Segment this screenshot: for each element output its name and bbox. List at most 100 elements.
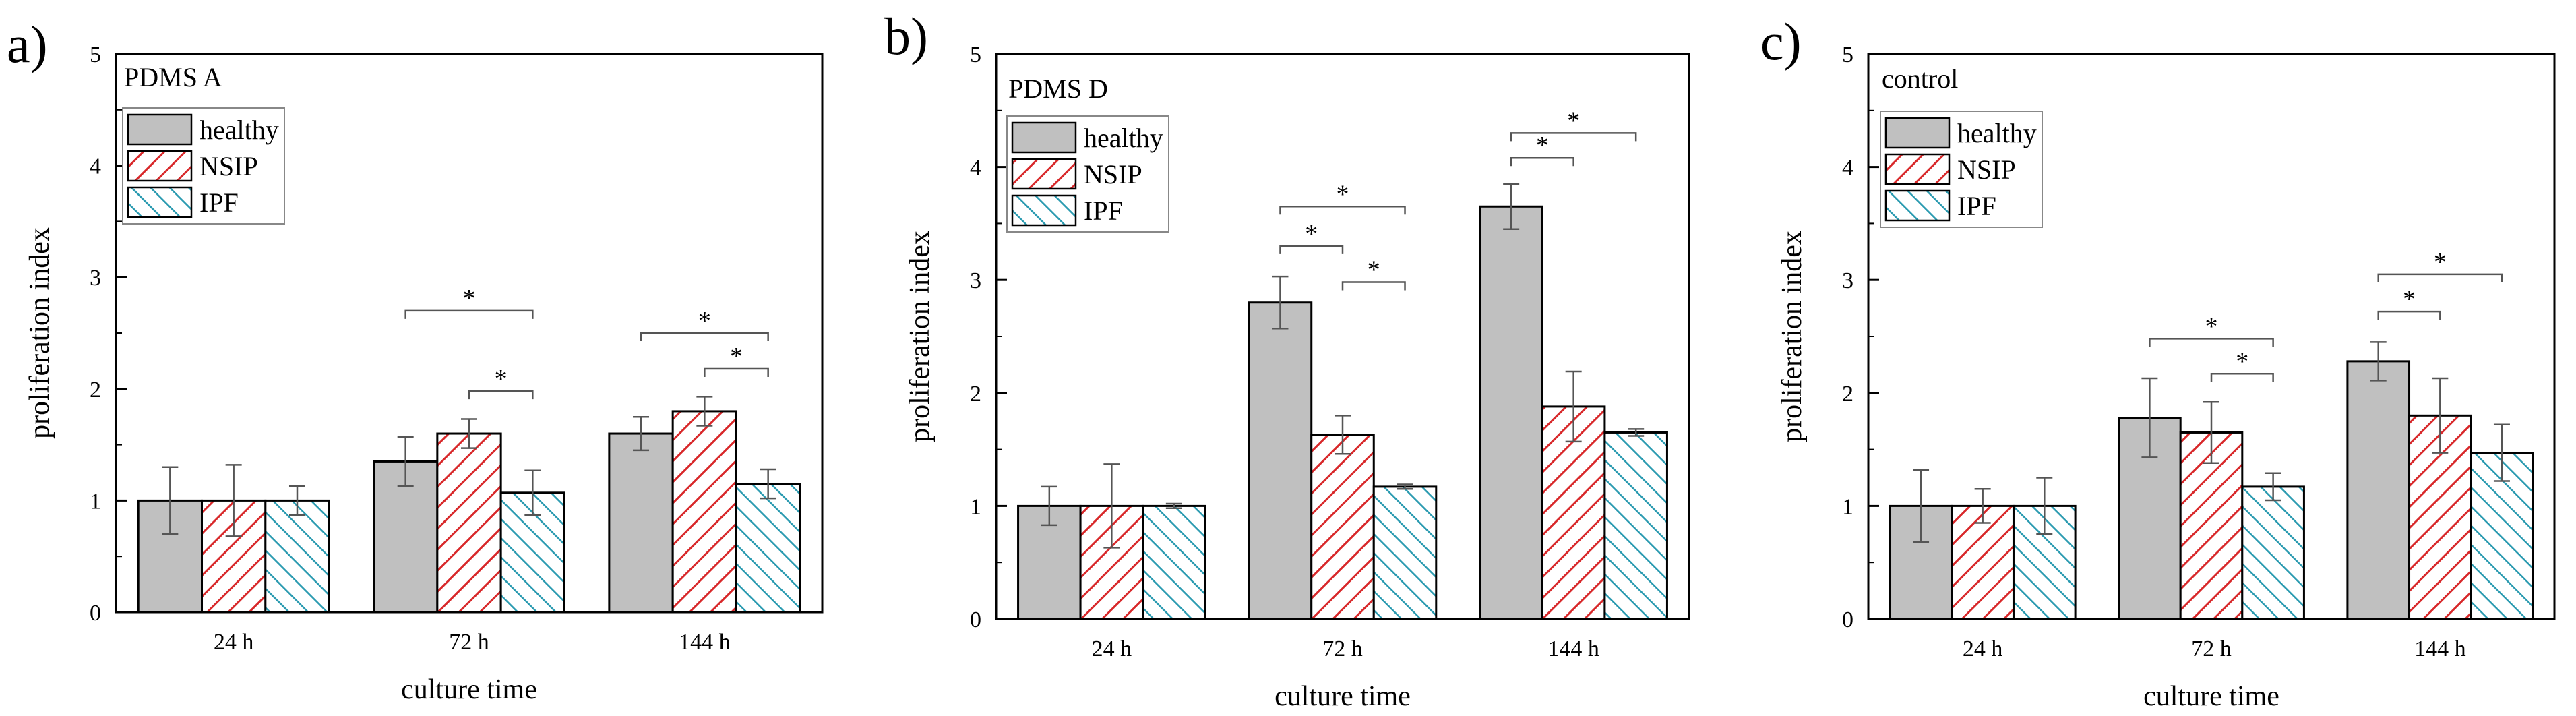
y-tick-label: 1	[1842, 494, 1853, 519]
y-tick-label: 3	[1842, 268, 1853, 293]
y-tick-label: 3	[90, 266, 101, 291]
significance-bracket: *	[404, 285, 534, 319]
y-tick-label: 2	[90, 378, 101, 402]
significance-star: *	[1567, 107, 1580, 135]
bar-ipf-72h	[2241, 485, 2305, 620]
significance-bracket: *	[1279, 220, 1344, 254]
panel-label: c)	[1760, 12, 1802, 71]
chart-panel-3: c) 0 1 2 3 4 5 proliferation index culture time 2…	[1760, 12, 2556, 712]
y-axis-label: proliferation index	[1777, 231, 1808, 442]
legend-label-nsip: NSIP	[200, 151, 258, 181]
significance-star: *	[2236, 347, 2248, 376]
y-tick-label: 4	[90, 154, 101, 179]
error-bar	[2493, 423, 2510, 482]
error-bar	[1041, 485, 1057, 527]
legend: healthy NSIP IPF	[1006, 115, 1169, 233]
x-axis-label: culture time	[401, 674, 537, 705]
significance-bracket: *	[2210, 347, 2274, 382]
significance-bracket: *	[704, 342, 769, 377]
legend-swatch-ipf	[127, 186, 193, 218]
y-tick-label: 0	[90, 601, 101, 626]
error-bar	[1628, 428, 1645, 437]
x-axis-label: culture time	[1275, 681, 1411, 712]
error-bar	[1565, 370, 1582, 443]
significance-bracket: *	[2149, 312, 2274, 347]
error-bar	[2036, 477, 2053, 535]
legend-label-nsip: NSIP	[1084, 159, 1142, 189]
significance-bracket: *	[1510, 107, 1637, 142]
significance-bracket: *	[640, 307, 769, 341]
significance-star: *	[1305, 220, 1318, 248]
y-tick-label: 1	[90, 489, 101, 514]
legend-label-healthy: healthy	[1084, 123, 1163, 153]
x-tick-label: 24 h	[214, 630, 254, 655]
bar-nsip-144h	[671, 410, 737, 614]
y-tick-label: 2	[1842, 382, 1853, 407]
y-axis-label: proliferation index	[24, 227, 55, 439]
error-bar	[1272, 275, 1289, 330]
significance-star: *	[2403, 285, 2416, 314]
legend-label-nsip: NSIP	[1957, 154, 2016, 185]
legend-swatch-ipf	[1884, 189, 1951, 222]
significance-star: *	[1536, 131, 1549, 160]
error-bar	[1913, 469, 1930, 543]
significance-bracket: *	[468, 365, 534, 400]
legend-swatch-nsip	[1884, 153, 1951, 185]
y-tick-label: 5	[90, 42, 101, 67]
x-tick-label: 24 h	[1092, 636, 1132, 661]
legend-label-ipf: IPF	[1957, 191, 1996, 221]
legend-swatch-ipf	[1011, 194, 1077, 227]
bar-ipf-72h	[1372, 485, 1438, 620]
y-tick-label: 0	[1842, 607, 1853, 632]
y-tick-label: 5	[1842, 42, 1853, 67]
panels: a) 0 1 2 3 4 5 proliferation index culture time 2…	[7, 7, 2556, 712]
bar-ipf-144h	[1603, 431, 1668, 620]
legend-swatch-healthy	[1011, 121, 1077, 154]
error-bar	[288, 485, 305, 516]
y-tick-label: 4	[970, 156, 981, 181]
significance-bracket: *	[1279, 180, 1406, 215]
bar-healthy-144h	[1479, 205, 1543, 620]
significance-star: *	[698, 307, 711, 335]
x-axis-label: culture time	[2143, 681, 2279, 712]
legend: healthy NSIP IPF	[1880, 111, 2043, 228]
error-bar	[1503, 183, 1520, 231]
error-bar	[1103, 463, 1120, 549]
bar-nsip-144h	[2408, 414, 2472, 620]
y-tick-label: 1	[970, 494, 981, 519]
x-tick-label: 144 h	[2414, 636, 2466, 661]
significance-star: *	[463, 285, 476, 313]
error-bar	[461, 418, 477, 449]
bar-nsip-72h	[1310, 434, 1375, 620]
x-tick-label: 72 h	[2191, 636, 2232, 661]
panel-title: PDMS A	[124, 62, 222, 92]
error-bar	[760, 468, 776, 500]
bar-ipf-24h	[1142, 504, 1206, 620]
legend-swatch-healthy	[127, 113, 193, 146]
error-bar	[633, 415, 650, 452]
y-tick-label: 0	[970, 607, 981, 632]
error-bar	[2432, 377, 2449, 454]
significance-star: *	[2434, 248, 2447, 276]
error-bar	[696, 396, 713, 427]
bar-nsip-72h	[436, 432, 502, 614]
y-tick-label: 2	[970, 382, 981, 407]
panel-title: control	[1882, 63, 1958, 94]
panel-label: b)	[884, 7, 928, 65]
x-tick-label: 72 h	[1322, 636, 1363, 661]
x-tick-label: 72 h	[449, 630, 489, 655]
error-bar	[162, 466, 179, 535]
significance-bracket: *	[2377, 248, 2503, 282]
error-bar	[2265, 472, 2281, 502]
error-bar	[2141, 377, 2158, 458]
y-tick-label: 4	[1842, 156, 1853, 181]
significance-star: *	[1368, 256, 1380, 285]
panel-title: PDMS D	[1008, 73, 1108, 104]
chart-panel-2: b) 0 1 2 3 4 5 proliferation index culture time 2…	[884, 7, 1690, 712]
y-tick-label: 5	[970, 42, 981, 67]
significance-bracket: *	[1510, 131, 1574, 167]
error-bar	[1974, 488, 1991, 524]
bar-healthy-144h	[2346, 360, 2411, 620]
legend-swatch-nsip	[1011, 158, 1077, 190]
